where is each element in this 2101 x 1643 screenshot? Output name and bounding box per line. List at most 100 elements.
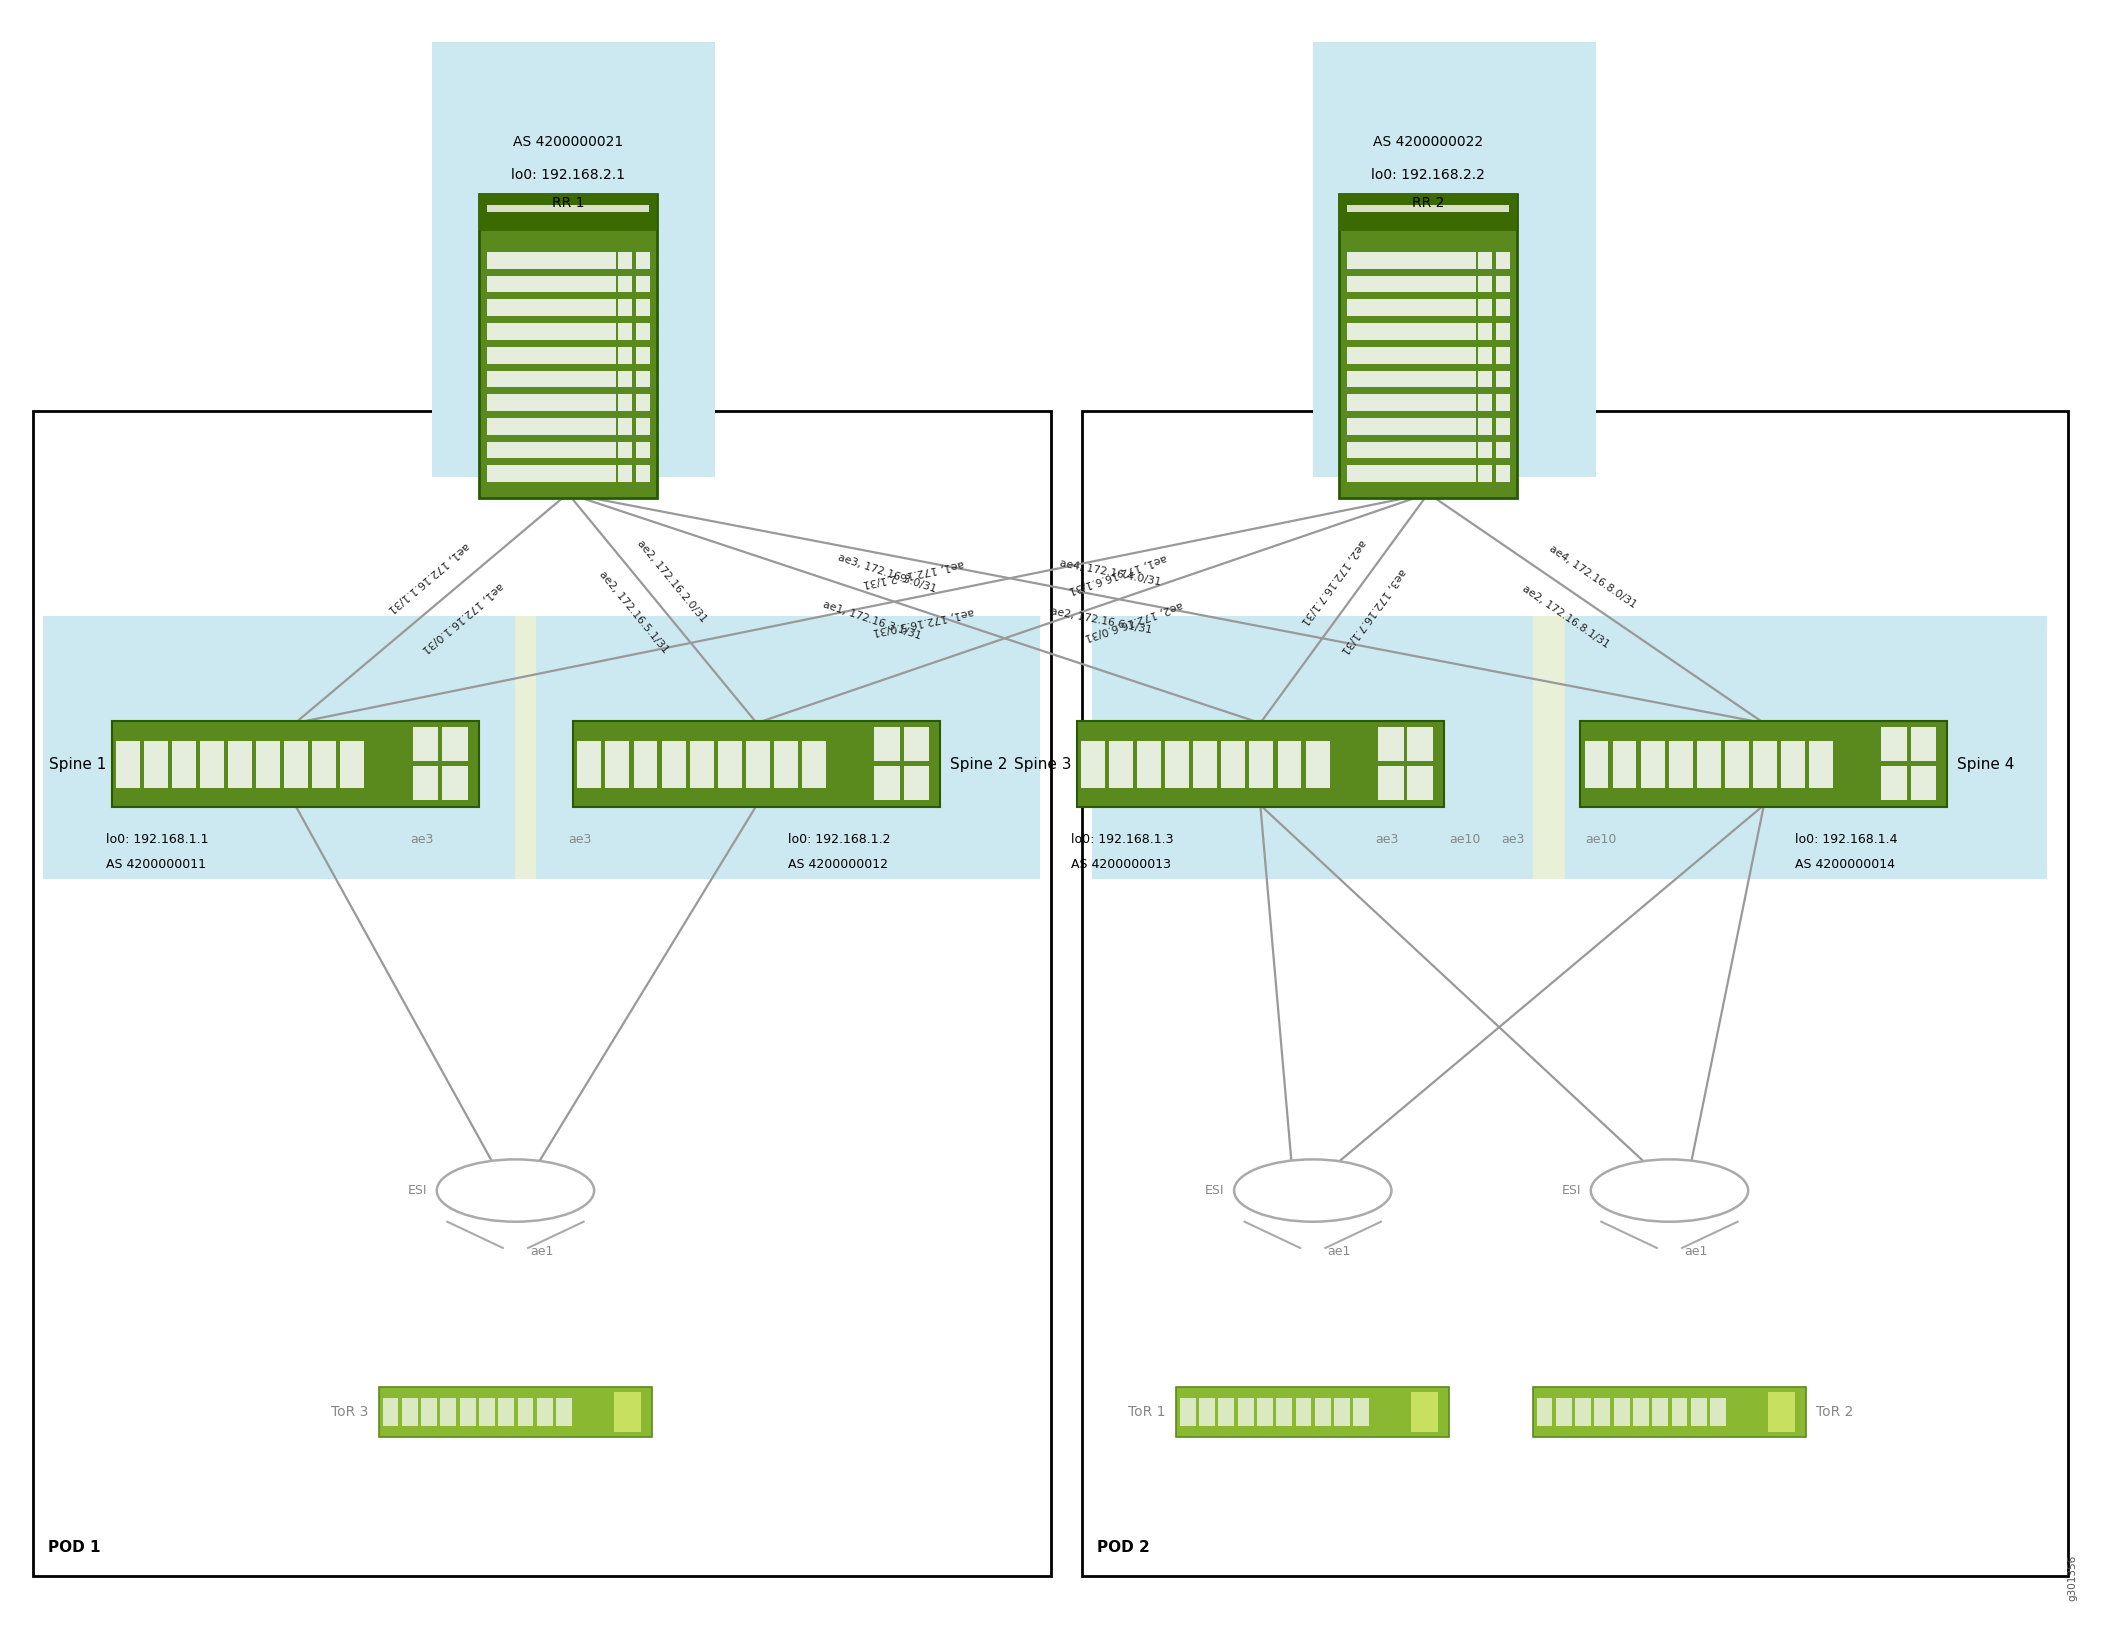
Text: ae3: ae3 [1376, 833, 1399, 846]
Bar [431, 43, 714, 476]
Bar [536, 616, 1040, 879]
Bar [487, 205, 649, 212]
Bar [1353, 1398, 1370, 1426]
Bar [574, 721, 941, 807]
Bar [1496, 299, 1511, 315]
Bar [1496, 276, 1511, 292]
Bar [1479, 442, 1492, 458]
Text: ae1, 172.16.1.1/31: ae1, 172.16.1.1/31 [387, 541, 471, 614]
Bar [637, 465, 649, 481]
Bar [773, 741, 798, 787]
Text: ae2, 172.16.8.1/31: ae2, 172.16.8.1/31 [1521, 583, 1611, 651]
Ellipse shape [437, 1160, 595, 1222]
Bar [420, 1398, 437, 1426]
Bar [479, 1398, 496, 1426]
Bar [200, 741, 225, 787]
Bar [689, 741, 714, 787]
Text: ae2, 172.16.5.1/31: ae2, 172.16.5.1/31 [597, 570, 670, 656]
Bar [1752, 741, 1777, 787]
Bar [1479, 417, 1492, 435]
Bar [229, 741, 252, 787]
Text: ae1, 172.16.3.1/31: ae1, 172.16.3.1/31 [821, 600, 922, 641]
Text: ae4, 172.16.4.0/31: ae4, 172.16.4.0/31 [1059, 559, 1162, 587]
Bar [1347, 299, 1475, 315]
Bar [1496, 465, 1511, 481]
Bar [1408, 726, 1433, 761]
Bar [1782, 741, 1805, 787]
Bar [1496, 417, 1511, 435]
Bar [1338, 194, 1517, 498]
Bar [378, 1387, 651, 1436]
Bar [1479, 276, 1492, 292]
Bar [1256, 1398, 1273, 1426]
Bar [1093, 616, 2046, 879]
Bar [803, 741, 826, 787]
Bar [1219, 1398, 1233, 1426]
Bar [44, 616, 515, 879]
Bar [1338, 194, 1517, 230]
Bar [874, 766, 899, 800]
Bar [618, 251, 632, 269]
Bar [487, 299, 616, 315]
Bar [1181, 1398, 1195, 1426]
Bar [637, 324, 649, 340]
Bar [1347, 371, 1475, 388]
Bar [487, 417, 616, 435]
Text: ae3, 172.16.7.1/31: ae3, 172.16.7.1/31 [1338, 567, 1408, 656]
Bar [487, 324, 616, 340]
Text: Spine 3: Spine 3 [1015, 756, 1072, 772]
Bar [538, 1398, 553, 1426]
Bar [1584, 741, 1609, 787]
Bar [116, 741, 139, 787]
Bar [1725, 741, 1748, 787]
Bar [618, 299, 632, 315]
Bar [382, 1398, 399, 1426]
Bar [1347, 276, 1475, 292]
Text: lo0: 192.168.1.4: lo0: 192.168.1.4 [1796, 833, 1897, 846]
Bar [1200, 1398, 1214, 1426]
Text: g301356: g301356 [2067, 1554, 2078, 1600]
Bar [1479, 299, 1492, 315]
Bar [1347, 465, 1475, 481]
Text: RR 1: RR 1 [553, 196, 584, 210]
Text: ae3: ae3 [567, 833, 590, 846]
Bar [557, 1398, 571, 1426]
Bar [1277, 741, 1301, 787]
Bar [256, 741, 279, 787]
Text: ae10: ae10 [1586, 833, 1618, 846]
Bar [637, 394, 649, 411]
Bar [1237, 1398, 1254, 1426]
Bar [487, 251, 616, 269]
Bar [1632, 1398, 1649, 1426]
Bar [487, 276, 616, 292]
Bar [517, 1398, 534, 1426]
Bar [1076, 721, 1443, 807]
Text: AS 4200000011: AS 4200000011 [107, 858, 206, 871]
Bar [1479, 465, 1492, 481]
Bar [487, 347, 616, 363]
Bar [1177, 1387, 1450, 1436]
Bar [1580, 721, 1948, 807]
Text: Spine 2: Spine 2 [950, 756, 1006, 772]
Text: Spine 1: Spine 1 [48, 756, 107, 772]
Bar [637, 299, 649, 315]
Bar [1641, 741, 1664, 787]
Bar [1880, 726, 1908, 761]
Bar [313, 741, 336, 787]
Bar [1536, 1398, 1553, 1426]
Bar [487, 394, 616, 411]
Text: lo0: 192.168.1.3: lo0: 192.168.1.3 [1072, 833, 1174, 846]
Bar [1496, 251, 1511, 269]
Bar [1534, 1387, 1807, 1436]
Bar [903, 726, 929, 761]
Bar [1347, 394, 1475, 411]
Bar [618, 465, 632, 481]
Text: ToR 1: ToR 1 [1128, 1405, 1166, 1420]
Text: ae2, 172.16.6.1/31: ae2, 172.16.6.1/31 [1050, 606, 1153, 636]
Bar [1668, 741, 1693, 787]
Text: ae2, 172.16.7.1/31: ae2, 172.16.7.1/31 [1298, 537, 1368, 626]
Text: ToR 3: ToR 3 [332, 1405, 368, 1420]
Text: ae3, 172.16.3.0/31: ae3, 172.16.3.0/31 [836, 552, 937, 595]
Bar [618, 371, 632, 388]
Bar [1651, 1398, 1668, 1426]
